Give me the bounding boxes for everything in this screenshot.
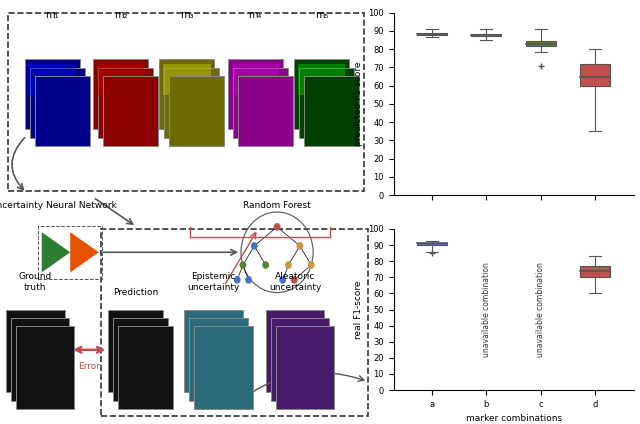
Bar [108, 310, 163, 392]
Text: m₄: m₄ [248, 10, 262, 20]
Polygon shape [70, 232, 99, 272]
Bar [25, 59, 80, 129]
Text: m₂: m₂ [114, 10, 127, 20]
Bar [159, 59, 214, 129]
Y-axis label: real F1-score: real F1-score [353, 280, 363, 339]
Bar [118, 326, 173, 409]
Text: m₅: m₅ [315, 10, 328, 20]
Bar [232, 64, 279, 95]
Bar [194, 326, 253, 409]
Circle shape [279, 276, 286, 284]
Circle shape [234, 276, 241, 284]
Bar [237, 76, 292, 146]
Bar [35, 76, 90, 146]
Bar [6, 310, 65, 392]
Polygon shape [42, 232, 70, 272]
Bar [28, 64, 76, 95]
Circle shape [274, 223, 280, 231]
Bar [471, 33, 501, 36]
Circle shape [262, 261, 269, 269]
Bar [189, 318, 248, 401]
Circle shape [251, 242, 258, 250]
Bar [304, 76, 359, 146]
Circle shape [285, 261, 292, 269]
Circle shape [239, 261, 246, 269]
Bar [184, 310, 243, 392]
Bar [417, 243, 447, 245]
Bar [15, 326, 74, 409]
Bar [271, 318, 330, 401]
Bar [580, 64, 611, 86]
Bar [299, 68, 354, 138]
Bar [11, 318, 70, 401]
Text: Ground
truth: Ground truth [19, 272, 52, 292]
Bar [526, 41, 556, 47]
Circle shape [296, 242, 303, 250]
Bar [103, 76, 158, 146]
Circle shape [308, 261, 315, 269]
Text: unavailable combination: unavailable combination [536, 262, 545, 357]
Bar [93, 59, 148, 129]
Text: Random Forest: Random Forest [243, 201, 311, 210]
Text: Prediction: Prediction [113, 288, 158, 297]
Bar [294, 59, 349, 129]
Text: Epistemic
uncertainty: Epistemic uncertainty [188, 272, 239, 292]
Bar [580, 266, 611, 277]
Circle shape [245, 276, 252, 284]
Text: Uncertainty Neural Network: Uncertainty Neural Network [0, 201, 116, 210]
Text: m₃: m₃ [180, 10, 194, 20]
Bar [276, 326, 334, 409]
Bar [113, 318, 168, 401]
Bar [298, 64, 346, 95]
X-axis label: marker combinations: marker combinations [465, 414, 562, 423]
Y-axis label: predicted F1-score: predicted F1-score [353, 61, 363, 146]
Bar [164, 68, 220, 138]
Text: unavailable combination: unavailable combination [482, 262, 491, 357]
Text: m₁: m₁ [45, 10, 59, 20]
Bar [97, 64, 144, 95]
Bar [266, 310, 324, 392]
Bar [169, 76, 224, 146]
Bar [228, 59, 283, 129]
Bar [98, 68, 153, 138]
Circle shape [291, 276, 298, 284]
Bar [163, 64, 211, 95]
Bar [417, 33, 447, 35]
Bar [29, 68, 84, 138]
Text: Error: Error [78, 362, 100, 371]
Text: Aleatoric
uncertainty: Aleatoric uncertainty [269, 272, 321, 292]
Bar [233, 68, 288, 138]
